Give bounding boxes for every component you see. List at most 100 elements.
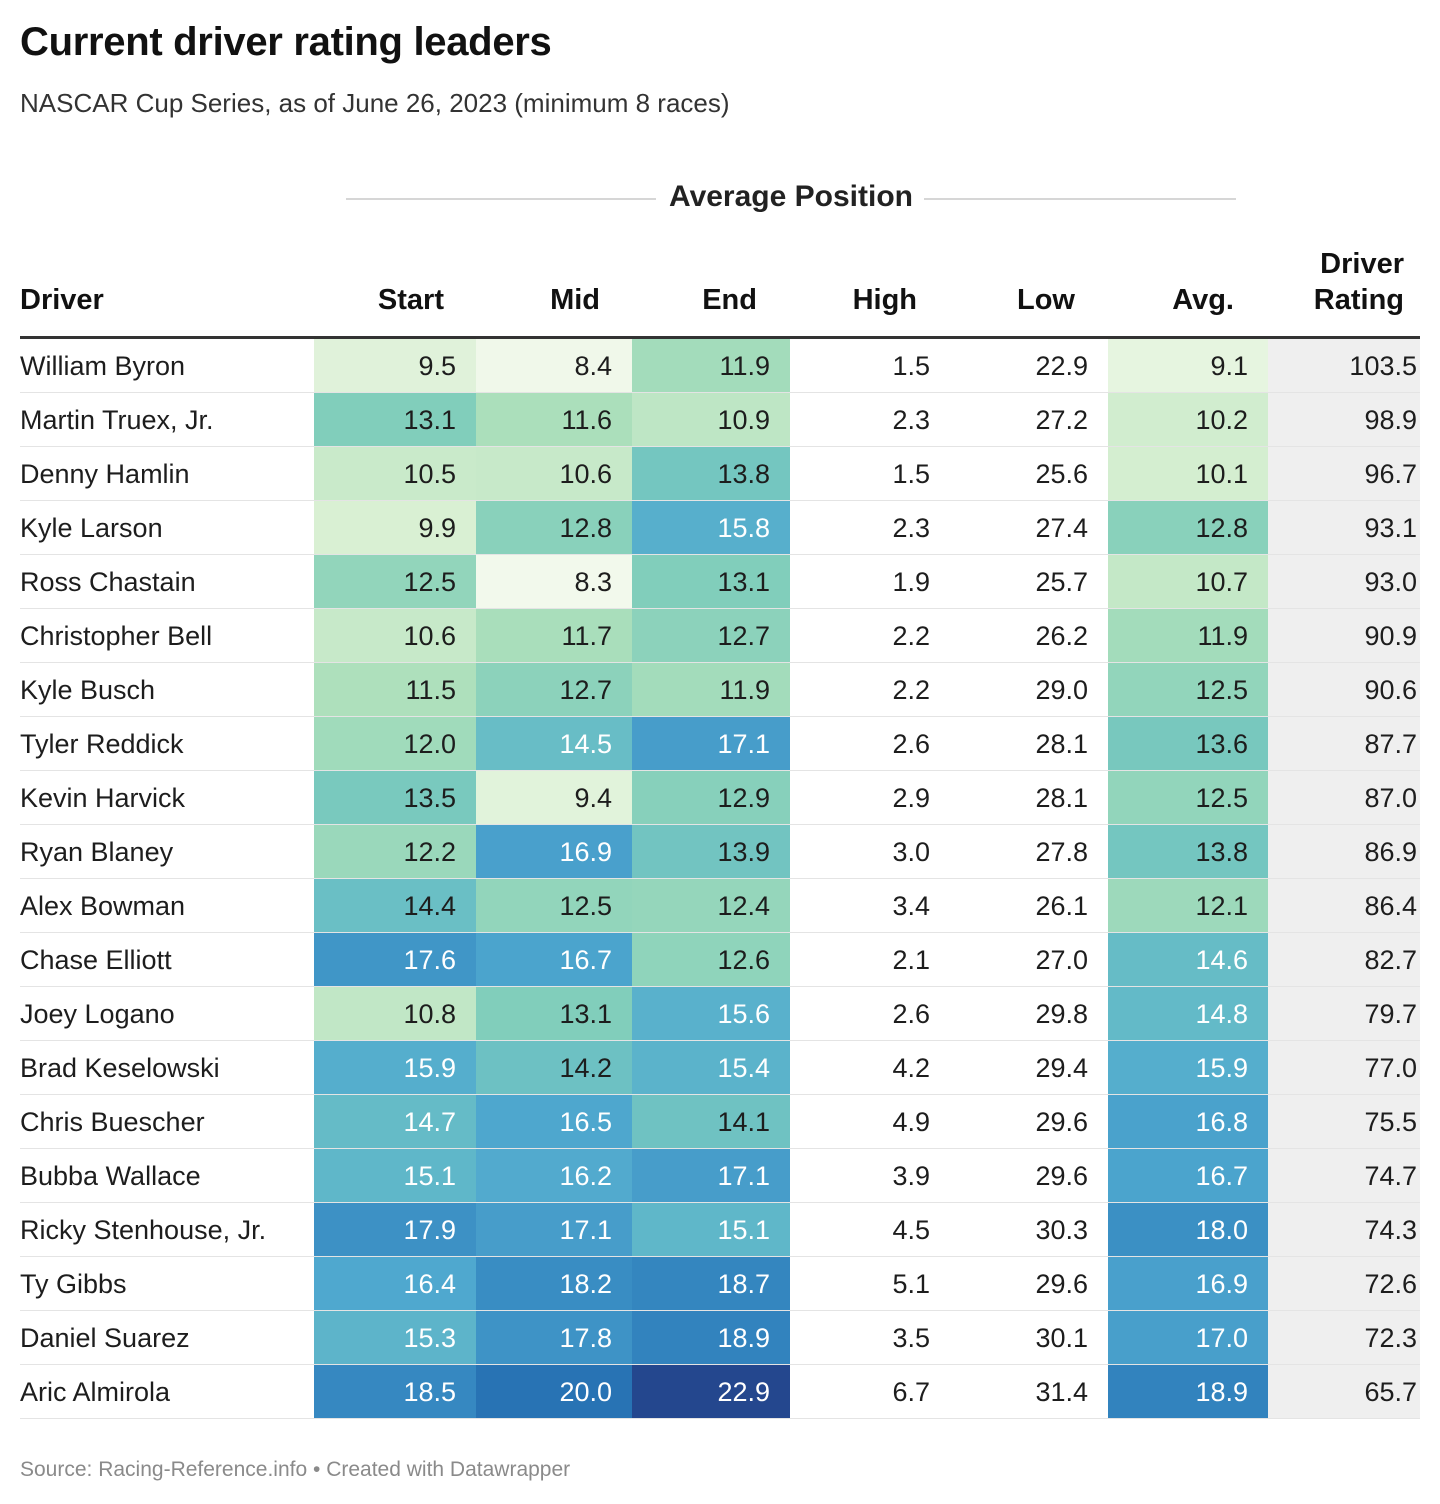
low-cell: 29.6: [1035, 1107, 1088, 1137]
start-cell: 17.9: [314, 1203, 476, 1257]
rating-cell: 74.3: [1268, 1203, 1420, 1257]
start-cell: 15.3: [314, 1311, 476, 1365]
driver-name-cell: Christopher Bell: [20, 621, 213, 651]
high-cell: 1.9: [892, 567, 930, 597]
table-row: Chase Elliott 17.6 16.7 12.6 2.1 27.0 14.6 82.7: [20, 933, 1420, 987]
rating-cell: 98.9: [1268, 393, 1420, 447]
low-cell: 29.0: [1035, 675, 1088, 705]
end-cell: 12.9: [632, 771, 790, 825]
table-row: Ryan Blaney 12.2 16.9 13.9 3.0 27.8 13.8 86.9: [20, 825, 1420, 879]
group-header-rule-right: [924, 198, 1236, 200]
avg-cell: 16.7: [1108, 1149, 1268, 1203]
table-row: Kyle Busch 11.5 12.7 11.9 2.2 29.0 12.5 90.6: [20, 663, 1420, 717]
table-row: Ty Gibbs 16.4 18.2 18.7 5.1 29.6 16.9 72.6: [20, 1257, 1420, 1311]
driver-name-cell: Chris Buescher: [20, 1107, 205, 1137]
driver-name-cell: Daniel Suarez: [20, 1323, 190, 1353]
driver-name-cell: Chase Elliott: [20, 945, 172, 975]
column-header-start: Start: [377, 284, 444, 316]
column-header-driver: Driver: [20, 284, 104, 316]
group-header-rule-left: [346, 198, 656, 200]
avg-cell: 13.8: [1108, 825, 1268, 879]
mid-cell: 18.2: [476, 1257, 632, 1311]
mid-cell: 16.5: [476, 1095, 632, 1149]
driver-name-cell: Joey Logano: [20, 999, 175, 1029]
start-cell: 14.7: [314, 1095, 476, 1149]
rating-cell: 103.5: [1268, 339, 1420, 393]
group-header-label: Average Position: [669, 180, 913, 213]
low-cell: 30.3: [1035, 1215, 1088, 1245]
mid-cell: 17.8: [476, 1311, 632, 1365]
end-cell: 15.4: [632, 1041, 790, 1095]
start-cell: 16.4: [314, 1257, 476, 1311]
rating-cell: 79.7: [1268, 987, 1420, 1041]
table-row: William Byron 9.5 8.4 11.9 1.5 22.9 9.1 103.5: [20, 339, 1420, 393]
rating-cell: 96.7: [1268, 447, 1420, 501]
end-cell: 17.1: [632, 717, 790, 771]
driver-name-cell: Aric Almirola: [20, 1377, 171, 1407]
start-cell: 18.5: [314, 1365, 476, 1419]
avg-cell: 16.9: [1108, 1257, 1268, 1311]
low-cell: 28.1: [1035, 729, 1088, 759]
driver-name-cell: Tyler Reddick: [20, 729, 184, 759]
avg-cell: 13.6: [1108, 717, 1268, 771]
table-row: Brad Keselowski 15.9 14.2 15.4 4.2 29.4 15.9 77…: [20, 1041, 1420, 1095]
high-cell: 2.1: [892, 945, 930, 975]
driver-name-cell: Kyle Larson: [20, 513, 163, 543]
start-cell: 11.5: [314, 663, 476, 717]
high-cell: 1.5: [892, 459, 930, 489]
high-cell: 3.9: [892, 1161, 930, 1191]
driver-name-cell: William Byron: [20, 351, 186, 381]
driver-name-cell: Alex Bowman: [20, 891, 186, 921]
low-cell: 26.1: [1035, 891, 1088, 921]
mid-cell: 12.7: [476, 663, 632, 717]
rating-cell: 90.9: [1268, 609, 1420, 663]
end-cell: 13.9: [632, 825, 790, 879]
start-cell: 15.9: [314, 1041, 476, 1095]
start-cell: 13.5: [314, 771, 476, 825]
table-row: Ross Chastain 12.5 8.3 13.1 1.9 25.7 10.7 93.0: [20, 555, 1420, 609]
table-row: Aric Almirola 18.5 20.0 22.9 6.7 31.4 18.9 65.7: [20, 1365, 1420, 1419]
mid-cell: 20.0: [476, 1365, 632, 1419]
start-cell: 9.9: [314, 501, 476, 555]
rating-cell: 90.6: [1268, 663, 1420, 717]
low-cell: 31.4: [1035, 1377, 1088, 1407]
high-cell: 2.3: [892, 405, 930, 435]
table-row: Christopher Bell 10.6 11.7 12.7 2.2 26.2 11.9 9…: [20, 609, 1420, 663]
table-row: Denny Hamlin 10.5 10.6 13.8 1.5 25.6 10.1 96.7: [20, 447, 1420, 501]
end-cell: 15.6: [632, 987, 790, 1041]
end-cell: 11.9: [632, 339, 790, 393]
table-body: William Byron 9.5 8.4 11.9 1.5 22.9 9.1 103.5 Ma…: [20, 339, 1420, 1419]
table-row: Ricky Stenhouse, Jr. 17.9 17.1 15.1 4.5 30.3 1…: [20, 1203, 1420, 1257]
avg-cell: 15.9: [1108, 1041, 1268, 1095]
rating-cell: 72.3: [1268, 1311, 1420, 1365]
avg-cell: 11.9: [1108, 609, 1268, 663]
end-cell: 12.4: [632, 879, 790, 933]
avg-cell: 12.1: [1108, 879, 1268, 933]
low-cell: 25.6: [1035, 459, 1088, 489]
start-cell: 13.1: [314, 393, 476, 447]
footer-source: Source: Racing-Reference.info: [20, 1458, 308, 1481]
rating-cell: 86.4: [1268, 879, 1420, 933]
table-row: Kevin Harvick 13.5 9.4 12.9 2.9 28.1 12.5 87.0: [20, 771, 1420, 825]
driver-name-cell: Ryan Blaney: [20, 837, 174, 867]
end-cell: 15.1: [632, 1203, 790, 1257]
chart-footer: Source: Racing-Reference.info • Created …: [20, 1458, 570, 1482]
rating-cell: 86.9: [1268, 825, 1420, 879]
high-cell: 6.7: [892, 1377, 930, 1407]
rating-cell: 93.0: [1268, 555, 1420, 609]
avg-cell: 18.9: [1108, 1365, 1268, 1419]
start-cell: 9.5: [314, 339, 476, 393]
start-cell: 10.8: [314, 987, 476, 1041]
low-cell: 22.9: [1035, 351, 1088, 381]
start-cell: 17.6: [314, 933, 476, 987]
mid-cell: 8.3: [476, 555, 632, 609]
low-cell: 25.7: [1035, 567, 1088, 597]
driver-name-cell: Martin Truex, Jr.: [20, 405, 214, 435]
mid-cell: 12.5: [476, 879, 632, 933]
high-cell: 2.2: [892, 675, 930, 705]
avg-cell: 14.6: [1108, 933, 1268, 987]
mid-cell: 16.9: [476, 825, 632, 879]
end-cell: 17.1: [632, 1149, 790, 1203]
mid-cell: 11.7: [476, 609, 632, 663]
end-cell: 12.7: [632, 609, 790, 663]
